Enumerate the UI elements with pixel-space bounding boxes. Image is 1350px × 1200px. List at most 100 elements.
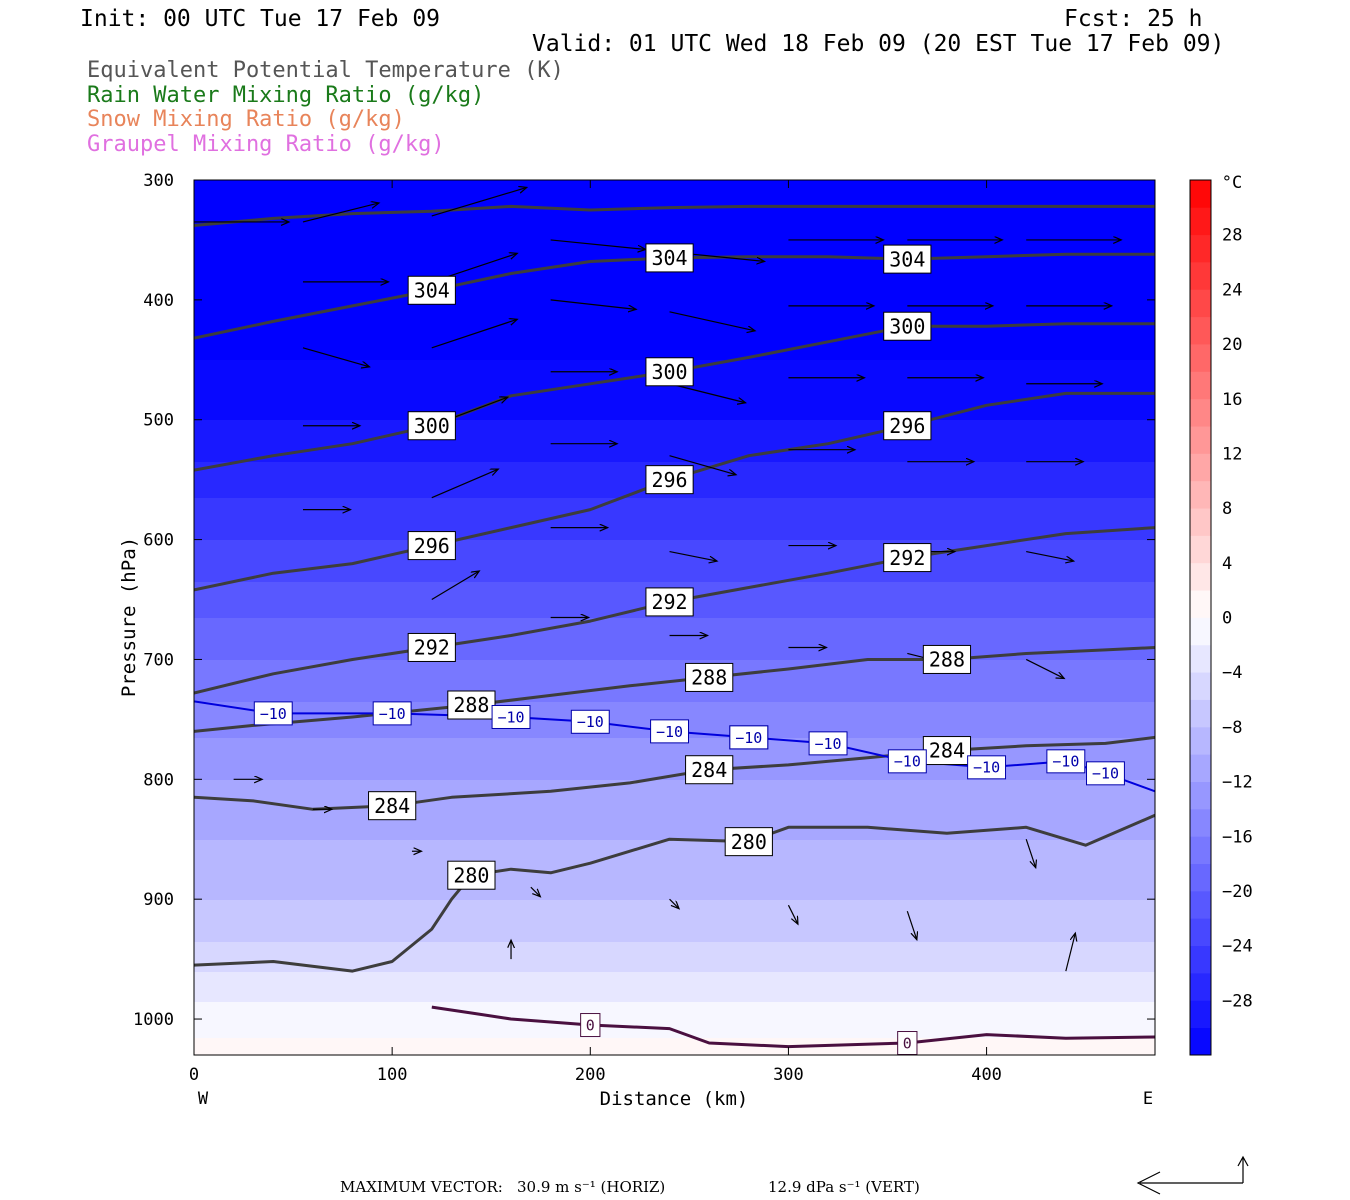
temperature-band <box>194 1044 1155 1051</box>
theta-e-contour-label: 304 <box>414 278 450 302</box>
temperature-band <box>194 660 1155 667</box>
temperature-band <box>194 438 1155 445</box>
temperature-band <box>194 888 1155 895</box>
temperature-band <box>194 570 1155 577</box>
max-vector-vert: 12.9 dPa s⁻¹ (VERT) <box>768 1178 920 1196</box>
temperature-band <box>194 456 1155 463</box>
temperature-band <box>194 918 1155 925</box>
temperature-band <box>194 780 1155 787</box>
isotherm-minus10-label: −10 <box>735 729 762 747</box>
temperature-band <box>194 834 1155 841</box>
y-tick-label: 800 <box>143 770 174 790</box>
colorbar-tick-label: −12 <box>1222 773 1253 793</box>
temperature-band <box>194 828 1155 835</box>
zero-isotherm-label: 0 <box>586 1016 595 1034</box>
x-tick-label: 100 <box>377 1065 408 1085</box>
isotherm-minus10-label-box <box>967 755 1007 780</box>
colorbar-swatch <box>1190 836 1211 864</box>
wind-vector <box>550 239 646 250</box>
temperature-band <box>194 714 1155 721</box>
theta-e-contour-label-box <box>685 662 734 692</box>
theta-e-contour-label-box <box>407 531 456 561</box>
temperature-band <box>194 816 1155 823</box>
isotherm-minus10-label: −10 <box>1052 753 1079 771</box>
temperature-band <box>194 948 1155 955</box>
y-tick-label: 600 <box>143 531 174 551</box>
temperature-band <box>194 666 1155 673</box>
temperature-band <box>194 498 1155 505</box>
theta-e-contour-label-box <box>922 736 972 766</box>
temperature-band <box>194 288 1155 295</box>
wind-vector <box>906 910 917 940</box>
temperature-band <box>194 846 1155 853</box>
temperature-band <box>194 654 1155 661</box>
theta-e-contour-label-box <box>368 791 417 821</box>
theta-e-contour-label-box <box>883 411 932 441</box>
theta-e-contour-label-box <box>407 275 456 305</box>
isotherm-minus10-label: −10 <box>656 723 683 741</box>
temperature-band <box>194 426 1155 433</box>
isotherm-minus10-label-box <box>1086 761 1125 786</box>
temperature-band <box>194 930 1155 937</box>
colorbar-swatch <box>1190 808 1211 837</box>
temperature-band <box>194 1032 1155 1039</box>
colorbar-tick-label: 20 <box>1222 335 1242 355</box>
temperature-band <box>194 648 1155 655</box>
temperature-band <box>194 876 1155 883</box>
colorbar-tick-label: −16 <box>1222 827 1253 847</box>
isotherm-minus10-label-box <box>650 719 689 744</box>
temperature-band <box>194 228 1155 235</box>
isotherm-minus10-label: −10 <box>815 735 842 753</box>
temperature-band <box>194 294 1155 301</box>
colorbar-swatch <box>1190 672 1211 700</box>
colorbar-swatch <box>1190 371 1211 400</box>
temperature-band <box>194 444 1155 451</box>
temperature-band <box>194 1020 1155 1027</box>
y-tick-label: 900 <box>143 890 174 910</box>
temperature-band <box>194 504 1155 511</box>
temperature-band <box>194 684 1155 691</box>
temperature-band <box>194 696 1155 703</box>
temperature-band <box>194 864 1155 871</box>
temperature-band <box>194 576 1155 583</box>
wind-vector <box>1026 550 1074 562</box>
temperature-band <box>194 912 1155 919</box>
wind-vector <box>1025 658 1064 678</box>
colorbar-swatch <box>1190 207 1211 236</box>
wind-vector <box>302 347 370 367</box>
valid-time: Valid: 01 UTC Wed 18 Feb 09 (20 EST Tue … <box>532 31 1225 57</box>
temperature-band <box>194 768 1155 775</box>
theta-e-contour-label-box <box>883 244 932 274</box>
temperature-band <box>194 432 1155 439</box>
temperature-band <box>194 672 1155 679</box>
temperature-fill <box>194 180 1155 1055</box>
isotherm-minus10-label-box <box>1046 749 1086 774</box>
temperature-band <box>194 234 1155 241</box>
temperature-band <box>194 528 1155 535</box>
colorbar-tick-label: 0 <box>1222 609 1232 629</box>
colorbar-tick-label: 12 <box>1222 444 1242 464</box>
x-tick-label: 200 <box>575 1065 606 1085</box>
colorbar-tick-label: 16 <box>1222 390 1242 410</box>
theta-e-contour-label: 296 <box>414 534 450 558</box>
temperature-band <box>194 540 1155 547</box>
temperature-band <box>194 186 1155 193</box>
temperature-band <box>194 324 1155 331</box>
temperature-band <box>194 240 1155 247</box>
x-axis-label: Distance (km) <box>600 1088 749 1110</box>
wind-vector <box>431 187 527 217</box>
temperature-band <box>194 402 1155 409</box>
zero-isotherm-label: 0 <box>903 1034 912 1052</box>
theta-e-contour-label-box <box>724 827 773 857</box>
temperature-band <box>194 1002 1155 1009</box>
reference-vector-icon <box>1136 1155 1249 1195</box>
temperature-band <box>194 396 1155 403</box>
colorbar-swatch <box>1190 316 1211 345</box>
colorbar: 28 24 20 16 12 8 4 0 −4 −8 −12 −16 −20 −24 −28 <box>1189 179 1253 1056</box>
theta-e-contour-label: 284 <box>691 758 727 782</box>
axis-layer: 300 400 500 600 700 800 900 1000 0 100 200 300 400 <box>133 171 1155 1085</box>
temperature-band <box>194 630 1155 637</box>
colorbar-swatch <box>1190 918 1211 947</box>
temperature-band <box>194 972 1155 979</box>
